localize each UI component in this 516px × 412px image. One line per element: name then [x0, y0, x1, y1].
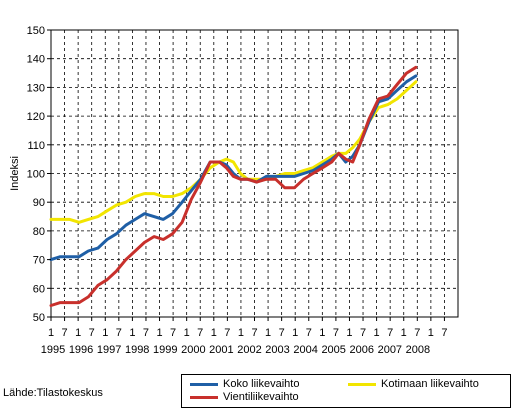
x-year-label: 2006: [350, 344, 374, 356]
x-year-label: 2008: [406, 344, 430, 356]
x-tick-label: 7: [62, 327, 68, 339]
y-tick-label: 50: [33, 312, 45, 324]
x-tick-label: 1: [292, 327, 298, 339]
x-tick-label: 7: [143, 327, 149, 339]
x-tick-label: 7: [197, 327, 203, 339]
x-year-label: 1996: [69, 344, 93, 356]
y-tick-label: 60: [33, 283, 45, 295]
legend-label-koko: Koko liikevaihto: [223, 378, 300, 390]
series-line-vientiliikevaihto: [49, 65, 418, 307]
y-tick-label: 130: [27, 82, 45, 94]
x-year-label: 1999: [153, 344, 177, 356]
legend-item-kotimaan: Kotimaan liikevaihto: [348, 378, 479, 391]
x-tick-label: 1: [48, 327, 54, 339]
y-tick-label: 110: [27, 140, 45, 152]
x-tick-label: 7: [360, 327, 366, 339]
x-tick-label: 7: [116, 327, 122, 339]
x-year-label: 2004: [293, 344, 317, 356]
x-tick-label: 7: [224, 327, 230, 339]
x-tick-label: 1: [184, 327, 190, 339]
legend-label-kotimaan: Kotimaan liikevaihto: [381, 378, 479, 390]
y-axis-ticks: 50 60 70 80 90 100 110 120 130 140 150: [27, 25, 51, 324]
x-tick-label: 1: [428, 327, 434, 339]
x-tick-label: 7: [251, 327, 257, 339]
x-tick-label: 7: [170, 327, 176, 339]
series-line-kotimaan: [49, 80, 418, 224]
x-tick-label: 7: [89, 327, 95, 339]
x-year-label: 2000: [181, 344, 205, 356]
x-tick-label: 1: [75, 327, 81, 339]
x-tick-label: 1: [156, 327, 162, 339]
source-note: Lähde:Tilastokeskus: [3, 387, 103, 399]
x-tick-label: 7: [441, 327, 447, 339]
x-tick-label: 1: [346, 327, 352, 339]
series-line-koko: [49, 74, 418, 262]
x-tick-label: 7: [279, 327, 285, 339]
x-tick-label: 1: [401, 327, 407, 339]
legend-swatch-vienti: [190, 396, 218, 399]
x-tick-label: 1: [129, 327, 135, 339]
x-tick-label: 1: [102, 327, 108, 339]
x-year-label: 2003: [265, 344, 289, 356]
x-tick-label: 7: [306, 327, 312, 339]
x-year-label: 1997: [97, 344, 121, 356]
y-axis-title: Indeksi: [9, 156, 21, 191]
x-year-label: 1998: [125, 344, 149, 356]
legend-swatch-kotimaan: [348, 383, 376, 386]
y-tick-label: 140: [27, 54, 45, 66]
x-tick-label: 7: [333, 327, 339, 339]
y-tick-label: 100: [27, 169, 45, 181]
x-tick-label: 1: [265, 327, 271, 339]
x-tick-label: 7: [414, 327, 420, 339]
y-tick-label: 120: [27, 111, 45, 123]
series-layer: [49, 65, 418, 307]
x-tick-label: 7: [387, 327, 393, 339]
x-year-label: 2007: [378, 344, 402, 356]
x-tick-label: 1: [319, 327, 325, 339]
x-year-label: 2005: [321, 344, 345, 356]
legend-item-koko: Koko liikevaihto: [190, 378, 299, 391]
x-year-label: 1995: [41, 344, 65, 356]
y-tick-label: 150: [27, 25, 45, 37]
y-tick-label: 80: [33, 226, 45, 238]
x-tick-label: 1: [374, 327, 380, 339]
x-year-label: 2002: [237, 344, 261, 356]
x-tick-label: 1: [238, 327, 244, 339]
legend-label-vienti: Vientiliikevaihto: [223, 391, 299, 403]
y-tick-label: 90: [33, 197, 45, 209]
chart-legend: Koko liikevaihto Kotimaan liikevaihto Vi…: [181, 374, 511, 408]
legend-swatch-koko: [190, 383, 218, 386]
x-tick-label: 1: [211, 327, 217, 339]
legend-item-vienti: Vientiliikevaihto: [190, 391, 299, 404]
y-tick-label: 70: [33, 255, 45, 267]
x-year-label: 2001: [209, 344, 233, 356]
